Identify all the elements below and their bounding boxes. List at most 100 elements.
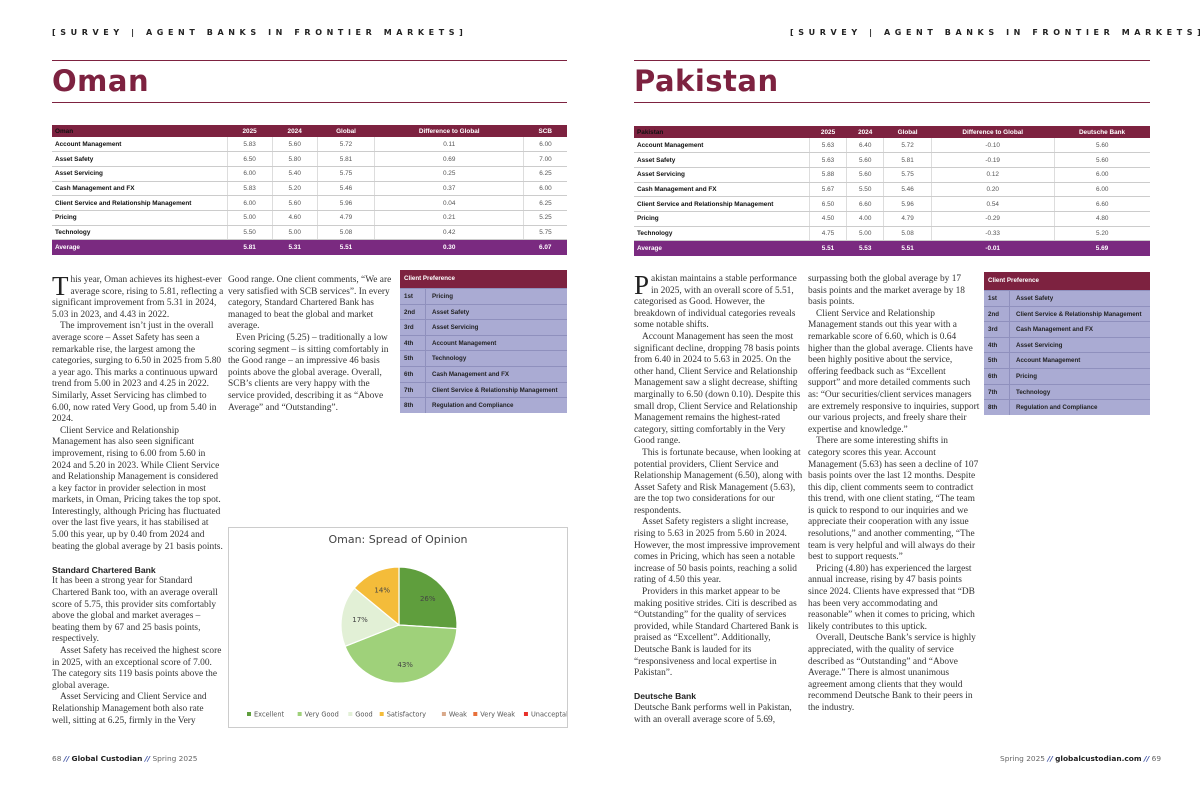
preference-item: 4th Account Management bbox=[400, 334, 567, 351]
preference-item: 7th Client Service & Relationship Managem… bbox=[400, 381, 567, 398]
preference-item: 6th Pricing bbox=[984, 367, 1150, 384]
table-cell: 5.60 bbox=[272, 195, 318, 211]
preference-label: Asset Safety bbox=[1016, 295, 1054, 302]
website: globalcustodian.com bbox=[1055, 754, 1142, 763]
column-header: 2024 bbox=[272, 125, 318, 137]
paragraph: his year, Oman achieves its highest-ever… bbox=[52, 275, 224, 320]
preference-item: 4th Asset Servicing bbox=[984, 336, 1150, 353]
table-cell: 5.20 bbox=[272, 181, 318, 197]
average-cell: 5.31 bbox=[272, 239, 318, 255]
average-cell: -0.01 bbox=[931, 240, 1055, 256]
table-cell: -0.29 bbox=[931, 211, 1055, 227]
column-header: Difference to Global bbox=[374, 125, 524, 137]
slice-label: 26% bbox=[420, 595, 436, 603]
preference-label: Asset Servicing bbox=[432, 324, 479, 332]
separator: // bbox=[63, 754, 70, 763]
section-kicker: [SURVEY | AGENT BANKS IN FRONTIER MARKET… bbox=[52, 28, 468, 37]
divider bbox=[634, 102, 1150, 103]
table-cell: 0.42 bbox=[374, 225, 525, 241]
column-header: Oman bbox=[52, 125, 228, 137]
preference-item: 1st Pricing bbox=[400, 288, 567, 304]
preference-title: Client Preference bbox=[984, 272, 1150, 290]
preference-label: Asset Safety bbox=[432, 308, 470, 316]
preference-item: 8th Regulation and Compliance bbox=[984, 399, 1150, 415]
table-cell: 5.60 bbox=[846, 152, 885, 168]
table-cell: 0.12 bbox=[931, 167, 1055, 183]
subheading: Standard Chartered Bank bbox=[52, 564, 156, 575]
table-cell: 0.54 bbox=[931, 196, 1055, 212]
rank: 8th bbox=[984, 400, 1010, 415]
column-header: SCB bbox=[523, 125, 567, 137]
table-cell: Account Management bbox=[52, 137, 228, 153]
chart-title: Oman: Spread of Opinion bbox=[328, 533, 467, 546]
slice-label: 43% bbox=[397, 661, 413, 669]
preference-label: Account Management bbox=[432, 339, 497, 347]
table-cell: 4.80 bbox=[1054, 211, 1150, 227]
average-row: Average 5.51 5.53 5.51 -0.01 5.69 bbox=[634, 240, 1150, 256]
table-row: Asset Safety 6.50 5.80 5.81 0.69 7.00 bbox=[52, 151, 567, 167]
column-header: 2025 bbox=[227, 125, 273, 137]
legend-item: Weak bbox=[449, 711, 467, 719]
table-cell: 6.50 bbox=[227, 151, 273, 167]
table-cell: 4.00 bbox=[846, 211, 885, 227]
legend-item: Good bbox=[355, 711, 372, 719]
section-kicker: [SURVEY | AGENT BANKS IN FRONTIER MARKET… bbox=[790, 28, 1200, 37]
preference-item: 5th Technology bbox=[400, 350, 567, 366]
table-cell: 4.60 bbox=[272, 210, 318, 226]
preference-item: 2nd Asset Safety bbox=[400, 303, 567, 320]
table-row: Cash Management and FX 5.83 5.20 5.46 0.37 6.… bbox=[52, 181, 567, 197]
table-row: Account Management 5.63 6.40 5.72 -0.10 5.60 bbox=[634, 138, 1150, 154]
table-cell: 5.60 bbox=[1054, 138, 1150, 154]
table-cell: 6.25 bbox=[523, 195, 567, 211]
table-cell: 5.96 bbox=[883, 196, 932, 212]
paragraph: Overall, Deutsche Bank’s service is high… bbox=[808, 633, 976, 713]
preference-label: Cash Management and FX bbox=[1016, 326, 1094, 334]
pie-slice-very-good bbox=[344, 624, 458, 684]
table-cell: Cash Management and FX bbox=[52, 181, 228, 197]
legend-swatch bbox=[348, 712, 353, 716]
preference-item: 3rd Asset Servicing bbox=[400, 319, 567, 335]
rank: 6th bbox=[984, 368, 1010, 384]
table-cell: 5.96 bbox=[317, 195, 376, 211]
paragraph: The improvement isn’t just in the overal… bbox=[52, 321, 222, 425]
pie-chart: Oman: Spread of Opinion 26% 43% 17% 14% Excel… bbox=[228, 527, 576, 728]
rank: 4th bbox=[984, 337, 1010, 353]
table-cell: 5.83 bbox=[227, 137, 273, 153]
legend-swatch bbox=[247, 712, 251, 716]
table-cell: 6.00 bbox=[523, 137, 567, 153]
column-header: 2025 bbox=[809, 126, 847, 138]
average-cell: 6.07 bbox=[523, 239, 567, 255]
table-cell: 0.69 bbox=[374, 151, 525, 167]
table-cell: 5.20 bbox=[1054, 226, 1150, 242]
legend-swatch bbox=[473, 712, 478, 716]
legend-swatch bbox=[379, 712, 384, 716]
table-cell: 4.75 bbox=[809, 226, 848, 242]
average-cell: 5.51 bbox=[809, 240, 847, 256]
preference-item: 1st Asset Safety bbox=[984, 290, 1150, 306]
table-cell: 6.50 bbox=[809, 196, 848, 212]
paragraph: akistan maintains a stable performance i… bbox=[634, 274, 797, 331]
paragraph: surpassing both the global average by 17… bbox=[808, 274, 965, 308]
average-cell: Average bbox=[634, 240, 810, 256]
preference-item: 5th Account Management bbox=[984, 352, 1150, 368]
table-cell: 5.08 bbox=[317, 225, 376, 241]
rank: 7th bbox=[400, 382, 426, 398]
table-cell: 6.00 bbox=[227, 166, 273, 182]
average-cell: 5.51 bbox=[883, 240, 932, 256]
table-cell: Technology bbox=[634, 226, 810, 242]
table-cell: Account Management bbox=[634, 138, 810, 154]
pie-chart-svg: Oman: Spread of Opinion 26% 43% 17% 14% Excel… bbox=[247, 533, 576, 719]
legend-swatch bbox=[523, 712, 528, 716]
table-cell: Asset Safety bbox=[52, 151, 228, 167]
table-cell: 0.37 bbox=[374, 181, 525, 197]
paragraph: Client Service and Relationship Manageme… bbox=[52, 425, 223, 552]
table-cell: 5.75 bbox=[883, 167, 932, 183]
footer-left: 68 // Global Custodian // Spring 2025 bbox=[52, 754, 198, 763]
table-cell: 5.00 bbox=[227, 210, 273, 226]
rank: 5th bbox=[400, 351, 426, 366]
table-row: Asset Safety 5.63 5.60 5.81 -0.19 5.60 bbox=[634, 152, 1150, 168]
preference-label: Client Service & Relationship Management bbox=[1016, 310, 1142, 318]
preference-label: Pricing bbox=[432, 293, 453, 300]
table-cell: 5.75 bbox=[317, 166, 376, 182]
